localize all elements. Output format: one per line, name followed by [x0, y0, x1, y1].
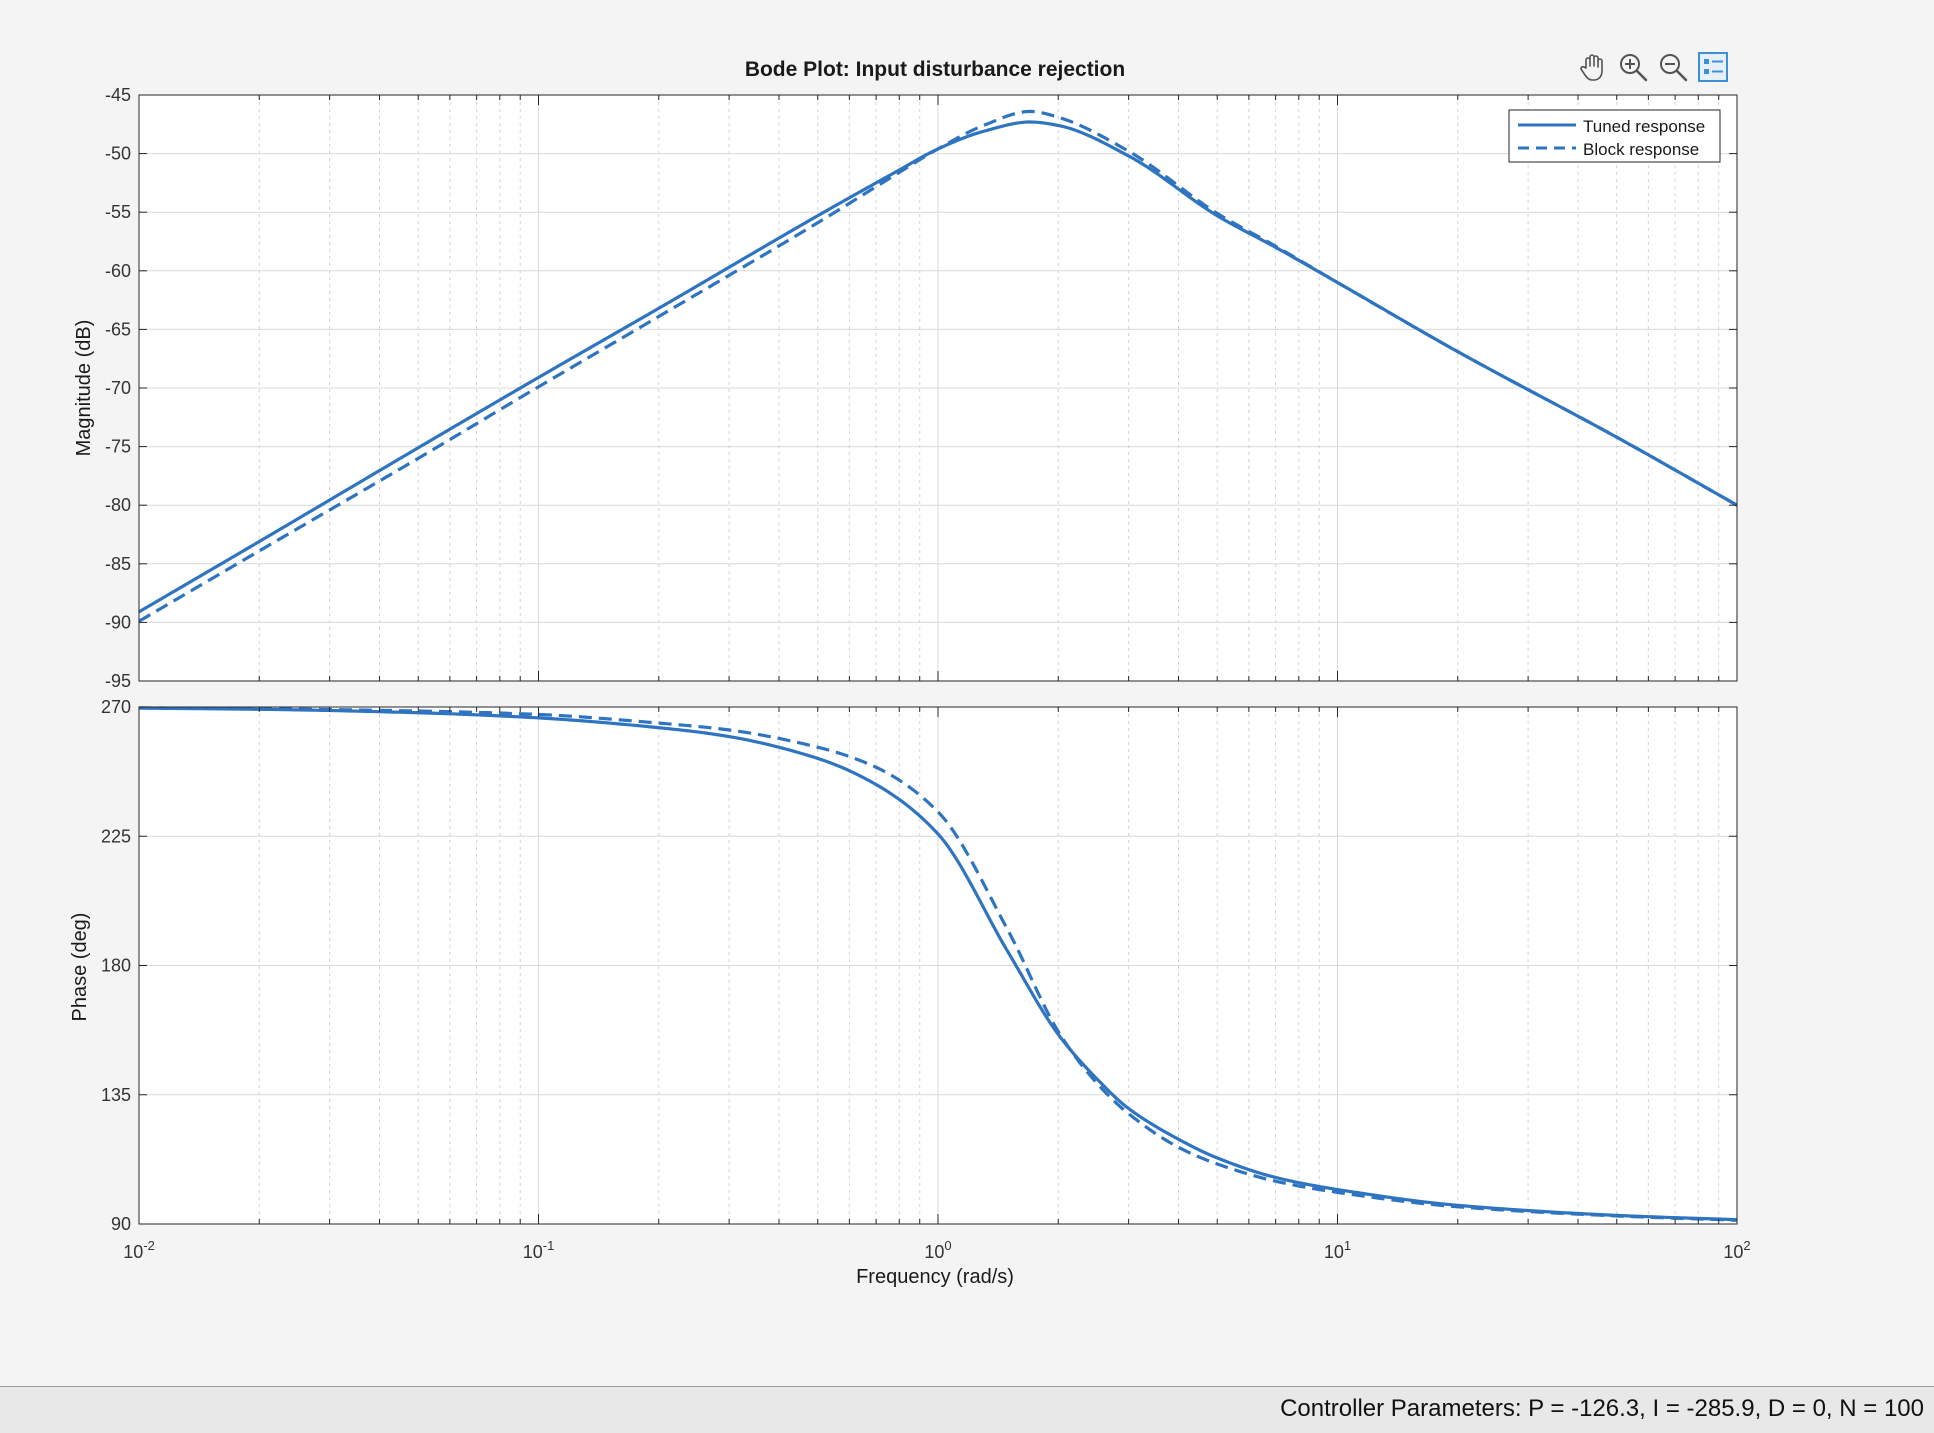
x-tick-label: 101 [1324, 1238, 1351, 1262]
magnitude-axes[interactable]: -45 -50 -55 -60 -65 -70 -75 -80 -85 -90 -95 Magnit… [73, 85, 1738, 691]
y-tick-label: 180 [101, 956, 131, 976]
phase-ylabel: Phase (deg) [69, 913, 91, 1022]
frequency-xlabel: Frequency (rad/s) [856, 1266, 1014, 1288]
magnitude-ylabel: Magnitude (dB) [73, 320, 95, 457]
pan-button[interactable] [1576, 50, 1610, 84]
phase-axes[interactable]: 270 225 180 135 90 10-2 10-1 100 101 102 Phase (d… [69, 697, 1751, 1288]
x-tick-label: 102 [1723, 1238, 1750, 1262]
y-tick-label: -90 [105, 612, 131, 632]
zoom-in-icon [1620, 54, 1648, 82]
x-tick-label: 10-1 [523, 1238, 555, 1262]
y-tick-label: 225 [101, 826, 131, 846]
y-tick-label: -65 [105, 319, 131, 339]
x-tick-label: 100 [924, 1238, 951, 1262]
zoom-in-button[interactable] [1616, 50, 1650, 84]
legend-box[interactable] [1508, 109, 1721, 163]
zoom-out-icon [1660, 54, 1688, 82]
pan-hand-icon [1580, 54, 1603, 81]
y-tick-label: 270 [101, 697, 131, 717]
y-tick-label: -75 [105, 437, 131, 457]
legend[interactable]: Tuned response Block response [1508, 109, 1721, 163]
magnitude-series-block[interactable] [138, 109, 1738, 623]
y-tick-label: -50 [105, 144, 131, 164]
y-tick-label: -45 [105, 85, 131, 105]
axes-toolbar [1576, 50, 1730, 84]
y-tick-label: 135 [101, 1085, 131, 1105]
y-tick-label: -55 [105, 202, 131, 222]
y-tick-label: -85 [105, 554, 131, 574]
legend-label-tuned: Tuned response [1583, 117, 1705, 136]
legend-label-block: Block response [1583, 140, 1699, 159]
y-tick-label: -95 [105, 671, 131, 691]
status-bar: Controller Parameters: P = -126.3, I = -… [0, 1386, 1934, 1433]
controller-parameters-text: Controller Parameters: P = -126.3, I = -… [1280, 1395, 1924, 1422]
legend-toggle-icon [1698, 52, 1728, 82]
zoom-out-button[interactable] [1656, 50, 1690, 84]
y-tick-label: -60 [105, 261, 131, 281]
figure-title: Bode Plot: Input disturbance rejection [745, 58, 1125, 81]
y-tick-label: 90 [111, 1214, 131, 1234]
y-tick-label: -80 [105, 495, 131, 515]
phase-series-block[interactable] [138, 706, 1738, 1222]
x-tick-label: 10-2 [123, 1238, 155, 1262]
y-tick-label: -70 [105, 378, 131, 398]
legend-toggle-button[interactable] [1696, 50, 1730, 84]
phase-series-tuned[interactable] [138, 706, 1738, 1222]
